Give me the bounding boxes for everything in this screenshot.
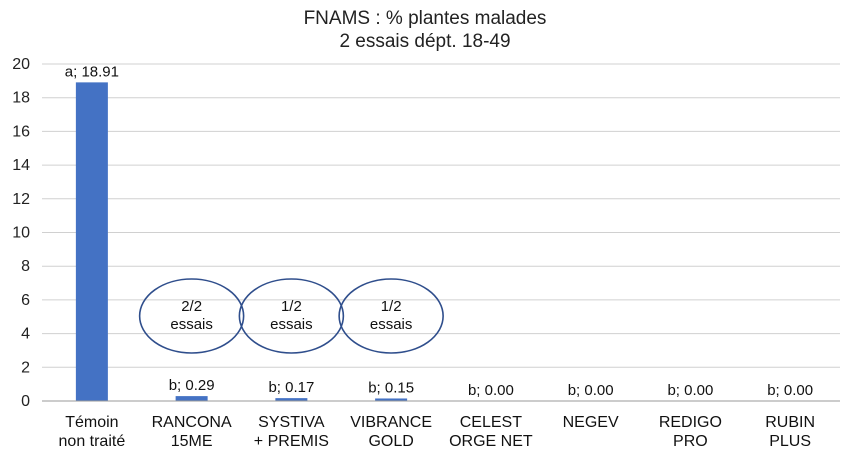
data-label: b; 0.00 xyxy=(468,382,514,399)
chart-title-line: 2 essais dépt. 18-49 xyxy=(339,31,510,52)
bar xyxy=(275,398,308,401)
data-label: b; 0.29 xyxy=(169,377,215,394)
y-tick-label: 20 xyxy=(12,56,30,73)
y-tick-label: 10 xyxy=(12,225,30,242)
y-tick-label: 4 xyxy=(21,326,30,343)
annotation-text: 1/2 essais xyxy=(370,298,413,333)
data-label: b; 0.17 xyxy=(268,379,314,396)
y-axis-ticks: 0 2 4 6 8 10 12 14 16 18 20 xyxy=(12,56,30,410)
y-tick-label: 6 xyxy=(21,292,30,309)
data-label: a; 18.91 xyxy=(65,63,119,80)
bars xyxy=(75,82,408,401)
category-label: REDIGO PRO xyxy=(659,414,722,450)
data-label: b; 0.00 xyxy=(667,382,713,399)
chart-title-line: FNAMS : % plantes malades xyxy=(304,8,547,29)
category-label: Témoin non traité xyxy=(59,414,126,450)
y-tick-label: 0 xyxy=(21,393,30,410)
annotations: 2/2 essais 1/2 essais 1/2 essais xyxy=(138,278,444,354)
data-labels: a; 18.91 b; 0.29 b; 0.17 b; 0.15 b; 0.00 b; 0… xyxy=(65,63,813,399)
data-label: b; 0.15 xyxy=(368,379,414,396)
category-labels: Témoin non traité RANCONA 15ME SYSTIVA + PREM… xyxy=(59,414,816,450)
category-label: CELEST ORGE NET xyxy=(449,414,533,450)
y-tick-label: 8 xyxy=(21,258,30,275)
bar xyxy=(375,398,408,401)
category-label: RANCONA 15ME xyxy=(152,414,232,450)
annotation-ellipse xyxy=(338,278,444,354)
annotation-text: 1/2 essais xyxy=(270,298,313,333)
data-label: b; 0.00 xyxy=(568,382,614,399)
y-tick-label: 12 xyxy=(12,191,30,208)
annotation-ellipse xyxy=(238,278,345,354)
data-label: b; 0.00 xyxy=(767,382,813,399)
category-label: VIBRANCE GOLD xyxy=(350,414,432,450)
y-tick-label: 16 xyxy=(12,123,30,140)
gridlines xyxy=(42,63,840,368)
bar xyxy=(75,82,108,401)
bar xyxy=(175,396,208,401)
annotation-text: 2/2 essais xyxy=(170,298,213,333)
y-tick-label: 2 xyxy=(21,359,30,376)
category-label: NEGEV xyxy=(563,414,619,431)
category-label: SYSTIVA + PREMIS xyxy=(254,414,329,450)
y-tick-label: 18 xyxy=(12,90,30,107)
y-tick-label: 14 xyxy=(12,157,30,174)
annotation-ellipse xyxy=(138,278,245,354)
category-label: RUBIN PLUS xyxy=(765,414,815,450)
